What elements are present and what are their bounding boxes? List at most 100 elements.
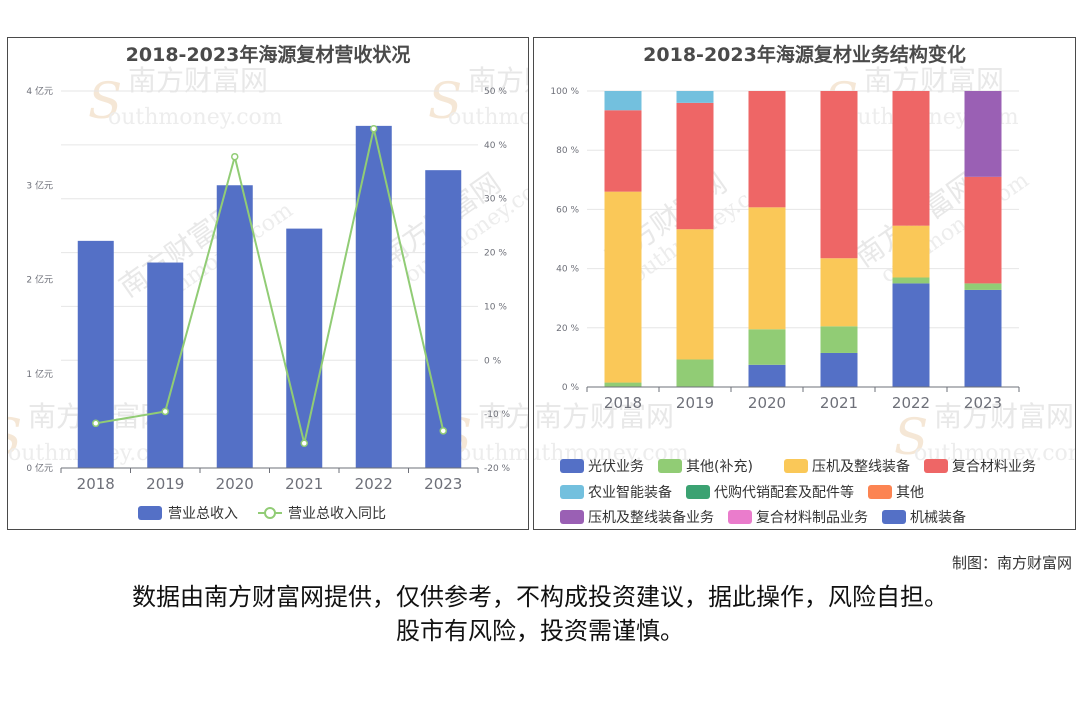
watermark-s-glyph: S [8, 408, 22, 466]
watermark-text-en: outhmoney.com [108, 105, 283, 130]
revenue-bar [216, 185, 253, 468]
stacked-segment [748, 91, 786, 208]
yoy-point [161, 407, 169, 416]
y-right-tick-label: 30 % [484, 195, 507, 205]
stacked-segment [964, 283, 1002, 290]
legend-swatch [686, 485, 710, 499]
yoy-point [92, 419, 100, 428]
structure-chart-title: 2018-2023年海源复材业务结构变化 [643, 44, 966, 66]
stacked-segment [676, 102, 714, 230]
y-tick-label: 0 % [562, 383, 580, 393]
y-left-tick-label: 2 亿元 [26, 274, 53, 286]
y-right-tick-label: 50 % [484, 87, 507, 97]
revenue-bar [355, 125, 392, 468]
y-tick-label: 20 % [556, 324, 579, 334]
x-tick-label: 2018 [604, 394, 642, 412]
watermark-s-glyph: S [88, 72, 122, 130]
legend-swatch [728, 510, 752, 524]
x-tick-label: 2018 [77, 475, 115, 493]
stacked-segment [892, 277, 930, 284]
stacked-segment [604, 110, 642, 192]
y-tick-label: 60 % [556, 205, 579, 215]
legend-swatch [560, 459, 584, 473]
legend-label-yoy: 营业总收入同比 [288, 506, 386, 522]
watermark-text-cn: 南方财富网 [128, 64, 268, 97]
stacked-segment [748, 364, 786, 387]
y-tick-label: 40 % [556, 265, 579, 275]
legend-label: 复合材料业务 [952, 458, 1036, 475]
legend-label: 农业智能装备 [588, 484, 672, 501]
stacked-segment [892, 283, 930, 387]
legend-swatch [658, 459, 682, 473]
stacked-segment [820, 91, 858, 259]
disclaimer-line-1: 数据由南方财富网提供，仅供参考，不构成投资建议，据此操作，风险自担。 [132, 583, 948, 611]
stacked-segment [676, 229, 714, 360]
y-left-tick-label: 0 亿元 [26, 462, 53, 474]
yoy-point [300, 439, 308, 447]
yoy-point [439, 427, 447, 435]
stacked-segment [964, 176, 1002, 284]
watermark-text-en: outhmoney.com [458, 441, 529, 466]
legend-label: 其他(补充) [686, 459, 753, 475]
x-tick-label: 2020 [216, 475, 254, 493]
legend-swatch [560, 510, 584, 524]
revenue-bar [77, 240, 114, 468]
legend-label-revenue: 营业总收入 [168, 506, 238, 522]
y-right-tick-label: 20 % [484, 249, 507, 259]
y-right-tick-label: 0 % [484, 356, 502, 366]
structure-chart-panel: 2018-2023年海源复材业务结构变化 S南方财富网outhmoney.com… [533, 37, 1076, 530]
stacked-segment [676, 91, 714, 103]
legend-label: 代购代销配套及配件等 [714, 484, 854, 501]
stacked-segment [820, 352, 858, 387]
structure-chart-svg: S南方财富网outhmoney.com南方财富网outhmoney.com南方财… [534, 64, 1075, 526]
y-left-tick-label: 4 亿元 [26, 85, 53, 97]
x-tick-label: 2022 [892, 394, 930, 412]
chart-credit: 制图：南方财富网 [951, 554, 1072, 572]
y-tick-label: 100 % [550, 87, 579, 97]
x-tick-label: 2023 [964, 394, 1002, 412]
revenue-chart-title: 2018-2023年海源复材营收状况 [125, 44, 411, 66]
revenue-chart-panel: 2018-2023年海源复材营收状况 S 南方财富网 outhmoney.com S 南… [7, 37, 529, 530]
x-tick-label: 2021 [820, 394, 858, 412]
stacked-segment [604, 191, 642, 383]
disclaimer-line-2: 股市有风险，投资需谨慎。 [396, 617, 684, 645]
legend-swatch [924, 459, 948, 473]
y-left-tick-label: 3 亿元 [26, 179, 53, 191]
y-right-tick-label: -10 % [484, 410, 511, 420]
watermark-s-glyph: S [894, 408, 928, 466]
stacked-segment [604, 382, 642, 387]
revenue-chart-svg: S南方财富网outhmoney.comS南方财富网outhmoney.com南方… [8, 64, 529, 522]
y-right-tick-label: 40 % [484, 141, 507, 151]
y-right-tick-label: 10 % [484, 302, 507, 312]
x-tick-label: 2020 [748, 394, 786, 412]
yoy-line [95, 128, 445, 444]
x-tick-label: 2019 [676, 394, 714, 412]
yoy-point [370, 124, 378, 133]
revenue-bar [425, 170, 462, 469]
legend-swatch [784, 459, 808, 473]
stacked-segment [964, 91, 1002, 177]
stacked-segment [964, 289, 1002, 387]
stacked-segment [820, 258, 858, 327]
legend-label: 光伏业务 [588, 459, 644, 475]
x-tick-label: 2022 [355, 475, 393, 493]
legend-swatch-yoy-dot [264, 507, 276, 519]
watermark-s-glyph: S [428, 72, 462, 130]
watermark-text-cn: 南方财富网 [934, 400, 1074, 433]
x-tick-label: 2019 [146, 475, 184, 493]
revenue-bar [286, 228, 323, 468]
legend-swatch [868, 485, 892, 499]
legend-swatch-revenue [138, 506, 162, 520]
yoy-point [231, 152, 239, 161]
legend-swatch [882, 510, 906, 524]
watermark-text-en: outhmoney.com [448, 105, 529, 130]
stacked-segment [892, 91, 930, 226]
legend-label: 机械装备 [910, 509, 966, 526]
y-left-tick-label: 1 亿元 [26, 368, 53, 380]
legend-swatch [560, 485, 584, 499]
y-right-tick-label: -20 % [484, 464, 511, 474]
disclaimer: 数据由南方财富网提供，仅供参考，不构成投资建议，据此操作，风险自担。 股市有风险… [0, 580, 1080, 648]
stacked-segment [820, 326, 858, 353]
stacked-segment [748, 207, 786, 330]
legend-label: 复合材料制品业务 [756, 509, 868, 526]
